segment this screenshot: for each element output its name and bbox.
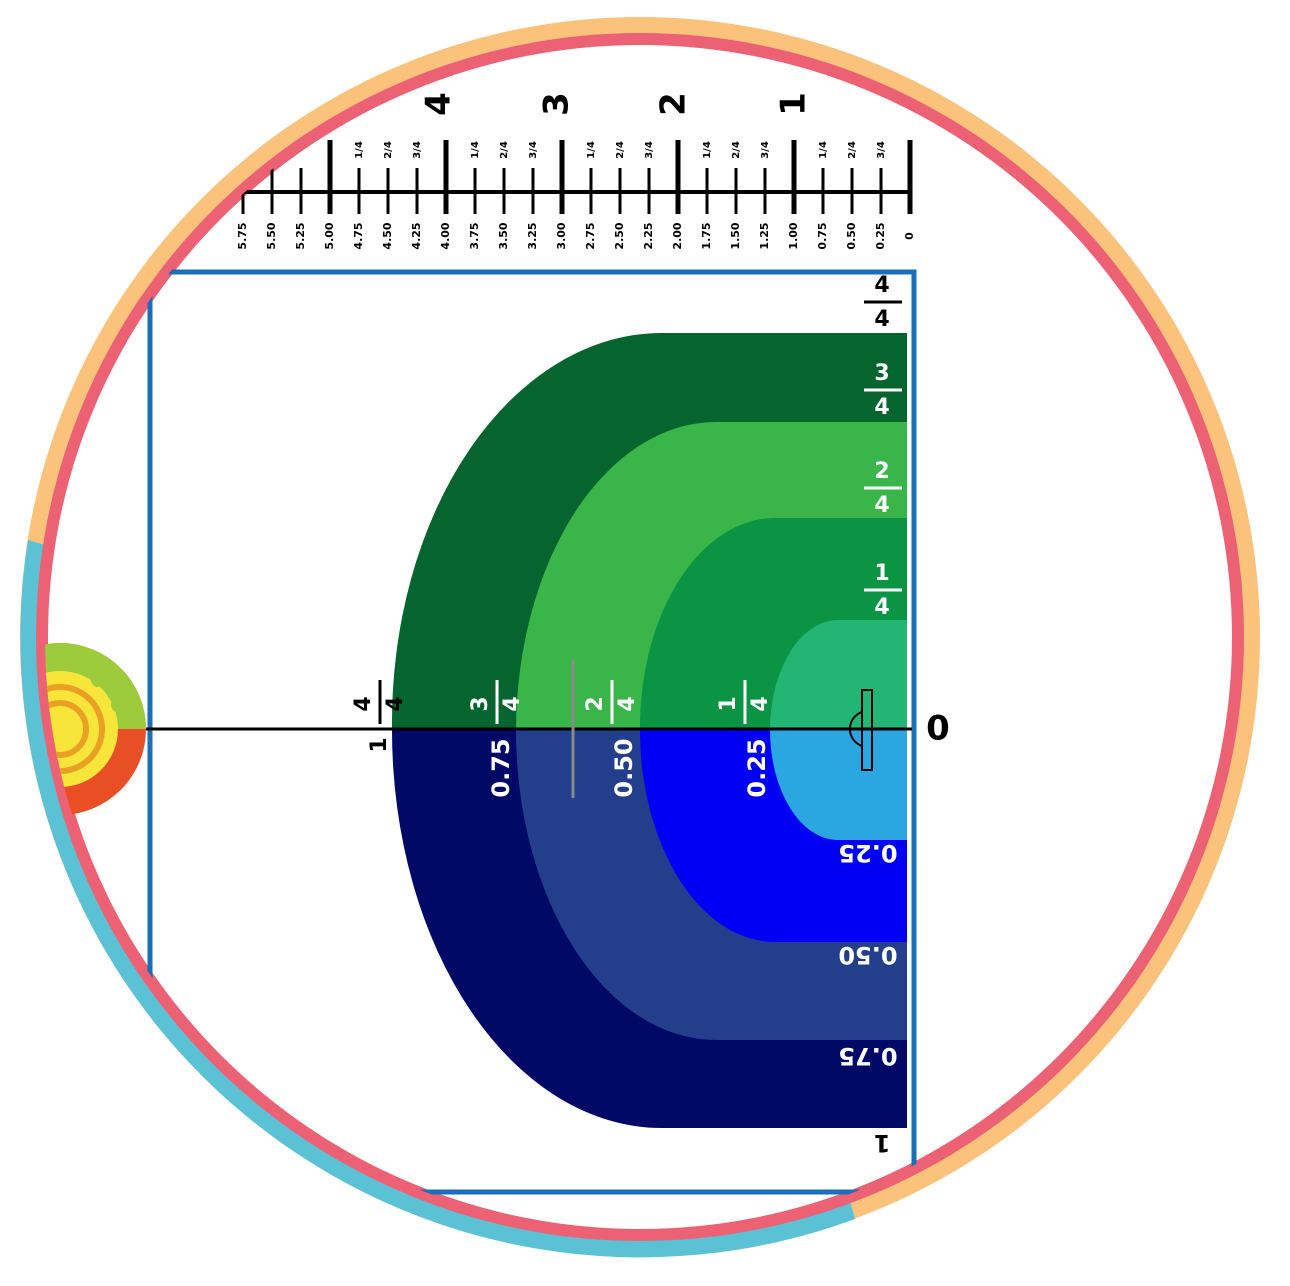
fraction-denominator: 4 [874, 307, 889, 332]
fraction-denominator: 4 [748, 696, 773, 711]
ruler-fraction-label: 3/4 [644, 141, 655, 159]
fraction-numerator: 3 [468, 696, 493, 711]
ruler-tick-label: 5.25 [294, 222, 307, 249]
ruler-fraction: 2/4 [731, 141, 742, 159]
ruler-fraction: 1/4 [702, 141, 713, 159]
ruler-fraction-label: 3/4 [760, 141, 771, 159]
ruler-tick-label: 0.50 [845, 222, 858, 249]
sun-ornament-icon [45, 643, 146, 815]
ruler-tick-label: 2.25 [642, 222, 655, 249]
pivot-icon [848, 689, 873, 771]
fraction-whole: 1 [367, 737, 392, 752]
ruler-fraction-label: 1/4 [818, 141, 829, 159]
ruler-fraction-label: 2/4 [615, 141, 626, 159]
fraction-numerator: 4 [874, 273, 889, 298]
ruler-fraction: 1/4 [354, 141, 365, 159]
blue-decimal-label: 0.25 [838, 839, 897, 867]
axis-decimal-label: 0.75 [487, 738, 515, 797]
zero-label: 0 [926, 709, 950, 749]
ruler-fraction: 1/4 [586, 141, 597, 159]
ruler-fraction: 3/4 [876, 141, 887, 159]
ruler-fraction-label: 2/4 [731, 141, 742, 159]
ruler-tick-label: 0.25 [874, 222, 887, 249]
ruler-fraction-label: 2/4 [847, 141, 858, 159]
ruler-major-label: 2 [654, 92, 694, 116]
fraction-denominator: 4 [874, 395, 889, 420]
ruler-fraction-label: 3/4 [412, 141, 423, 159]
ruler-tick-label: 1.00 [787, 222, 800, 249]
ruler-tick-label: 5.75 [236, 222, 249, 249]
axis-fraction-label: 4 4 1 [351, 680, 408, 753]
blue-decimal-label: 0.75 [838, 1042, 897, 1070]
fraction-numerator: 2 [583, 696, 608, 711]
one-label: 1 [874, 1129, 891, 1157]
ruler-tick-label: 2.00 [671, 222, 684, 249]
ruler-tick-label: 4.75 [352, 222, 365, 249]
fraction-denominator: 4 [500, 696, 525, 711]
ruler-fraction: 2/4 [499, 141, 510, 159]
fraction-numerator: 2 [874, 459, 889, 484]
ruler-fraction: 2/4 [847, 141, 858, 159]
blue-decimal-label: 0.50 [838, 941, 897, 969]
ruler-tick-label: 1.75 [700, 222, 713, 249]
ruler-fraction: 3/4 [760, 141, 771, 159]
ruler-tick-label: 1.50 [729, 222, 742, 249]
fraction-numerator: 1 [874, 561, 889, 586]
ruler-fraction: 2/4 [615, 141, 626, 159]
ruler-fraction: 2/4 [383, 141, 394, 159]
diagram-frame [147, 269, 917, 1195]
ruler-tick-label: 4.50 [381, 222, 394, 249]
ruler-fraction-label: 2/4 [499, 141, 510, 159]
green-fraction-label: 44 [864, 273, 902, 332]
axis-decimal-label: 0.50 [610, 738, 638, 797]
fraction-denominator: 4 [383, 696, 408, 711]
ruler-tick-label: 3.25 [526, 222, 539, 249]
fraction-numerator: 3 [874, 361, 889, 386]
ruler-tick-label: 2.50 [613, 222, 626, 249]
axis-decimal-label: 0.25 [743, 738, 771, 797]
ruler-fraction: 1/4 [470, 141, 481, 159]
fraction-numerator: 4 [351, 696, 376, 711]
ruler-fraction-label: 3/4 [528, 141, 539, 159]
ruler-fraction-label: 3/4 [876, 141, 887, 159]
ruler-major-label: 4 [419, 92, 459, 116]
green-fraction-label: 34 [864, 361, 902, 420]
green-fraction-label: 14 [864, 561, 902, 620]
ruler-fraction-label: 1/4 [470, 141, 481, 159]
ruler-fraction: 3/4 [644, 141, 655, 159]
ruler-tick-label: 5.00 [323, 222, 336, 249]
ruler-tick-label: 0 [903, 232, 916, 240]
ruler-fraction-label: 1/4 [354, 141, 365, 159]
ruler-tick-label: 4.25 [410, 222, 423, 249]
green-fraction-label: 24 [864, 459, 902, 518]
ruler-fraction: 1/4 [818, 141, 829, 159]
ruler-tick-label: 2.75 [584, 222, 597, 249]
ruler-tick-label: 3.75 [468, 222, 481, 249]
ruler-tick-label: 5.50 [265, 222, 278, 249]
ruler-major-label: 3 [537, 92, 577, 116]
ruler-fraction-label: 1/4 [702, 141, 713, 159]
ruler-fraction-label: 1/4 [586, 141, 597, 159]
ruler-fraction-label: 2/4 [383, 141, 394, 159]
fraction-numerator: 1 [716, 696, 741, 711]
ruler-fraction: 3/4 [412, 141, 423, 159]
ruler-tick-label: 4.00 [439, 222, 452, 249]
fraction-denominator: 4 [874, 493, 889, 518]
ruler-tick-label: 1.25 [758, 222, 771, 249]
ruler-tick-label: 3.50 [497, 222, 510, 249]
fraction-denominator: 4 [615, 696, 640, 711]
ruler-tick-label: 0.75 [816, 222, 829, 249]
ruler-tick-label: 3.00 [555, 222, 568, 249]
ruler-major-label: 1 [774, 92, 814, 116]
ruler-fraction: 3/4 [528, 141, 539, 159]
ruler: 0 0.25 0.50 0.75 1.00 1.25 1.50 1.75 2.00 2.25 2.5… [150, 92, 916, 250]
fraction-denominator: 4 [874, 595, 889, 620]
